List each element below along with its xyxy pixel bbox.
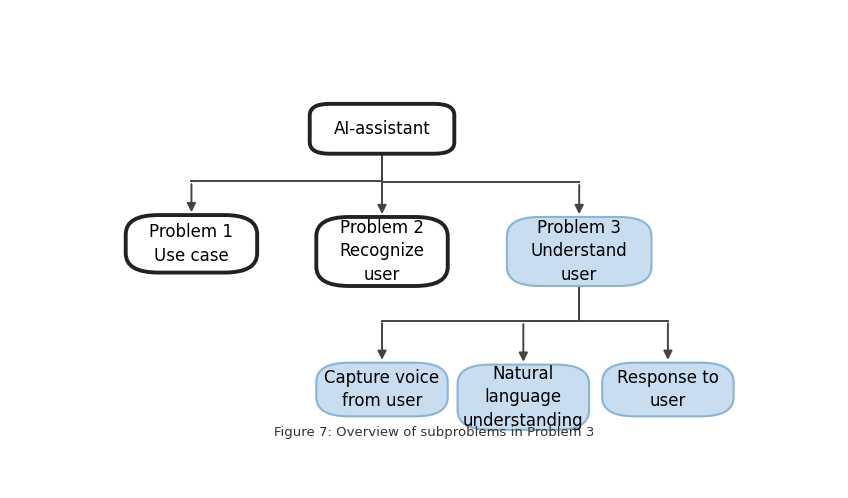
FancyBboxPatch shape bbox=[316, 363, 448, 416]
Text: Problem 3
Understand
user: Problem 3 Understand user bbox=[531, 219, 628, 284]
Text: Problem 1
Use case: Problem 1 Use case bbox=[149, 223, 233, 264]
Text: Response to
user: Response to user bbox=[617, 369, 719, 410]
Text: AI-assistant: AI-assistant bbox=[333, 120, 431, 138]
FancyBboxPatch shape bbox=[602, 363, 734, 416]
Text: Problem 2
Recognize
user: Problem 2 Recognize user bbox=[339, 219, 425, 284]
Text: Natural
language
understanding: Natural language understanding bbox=[463, 365, 583, 430]
FancyBboxPatch shape bbox=[316, 217, 448, 286]
FancyBboxPatch shape bbox=[310, 104, 455, 154]
Text: Capture voice
from user: Capture voice from user bbox=[325, 369, 439, 410]
Text: Figure 7: Overview of subproblems in Problem 3: Figure 7: Overview of subproblems in Pro… bbox=[275, 426, 594, 439]
FancyBboxPatch shape bbox=[507, 217, 651, 286]
FancyBboxPatch shape bbox=[458, 365, 589, 430]
FancyBboxPatch shape bbox=[126, 215, 257, 272]
